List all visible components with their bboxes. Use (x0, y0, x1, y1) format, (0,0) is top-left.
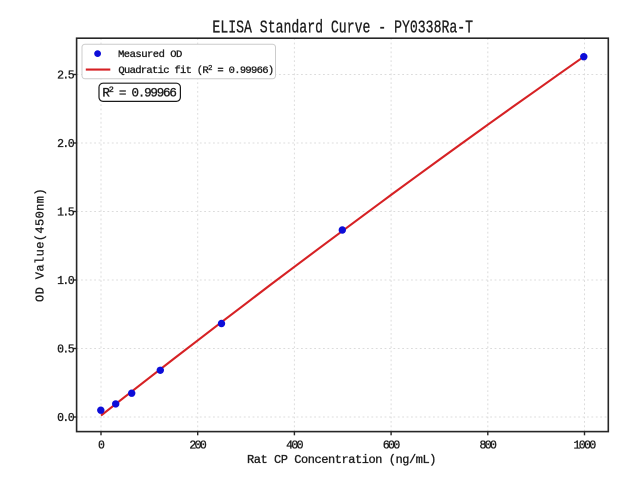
svg-text:Quadratic fit (R2 = 0.99966): Quadratic fit (R2 = 0.99966) (118, 65, 273, 77)
svg-text:400: 400 (286, 440, 304, 453)
svg-text:0.0: 0.0 (57, 412, 75, 425)
svg-text:Measured OD: Measured OD (118, 49, 182, 61)
svg-text:2.0: 2.0 (57, 138, 75, 151)
svg-text:2.5: 2.5 (57, 69, 75, 82)
svg-text:0.5: 0.5 (57, 343, 75, 356)
svg-text:Rat CP Concentration (ng/mL): Rat CP Concentration (ng/mL) (247, 453, 436, 467)
svg-text:1.0: 1.0 (57, 275, 75, 288)
svg-text:800: 800 (479, 440, 497, 453)
svg-text:OD Value(450nm): OD Value(450nm) (34, 188, 48, 302)
svg-text:0: 0 (98, 440, 105, 453)
svg-text:1.5: 1.5 (57, 206, 75, 219)
svg-text:ELISA Standard Curve - PY0338R: ELISA Standard Curve - PY0338Ra-T (212, 18, 473, 39)
svg-text:1000: 1000 (574, 440, 597, 453)
svg-text:600: 600 (383, 440, 401, 453)
svg-text:200: 200 (189, 440, 207, 453)
svg-text:R2 = 0.99966: R2 = 0.99966 (102, 85, 176, 100)
